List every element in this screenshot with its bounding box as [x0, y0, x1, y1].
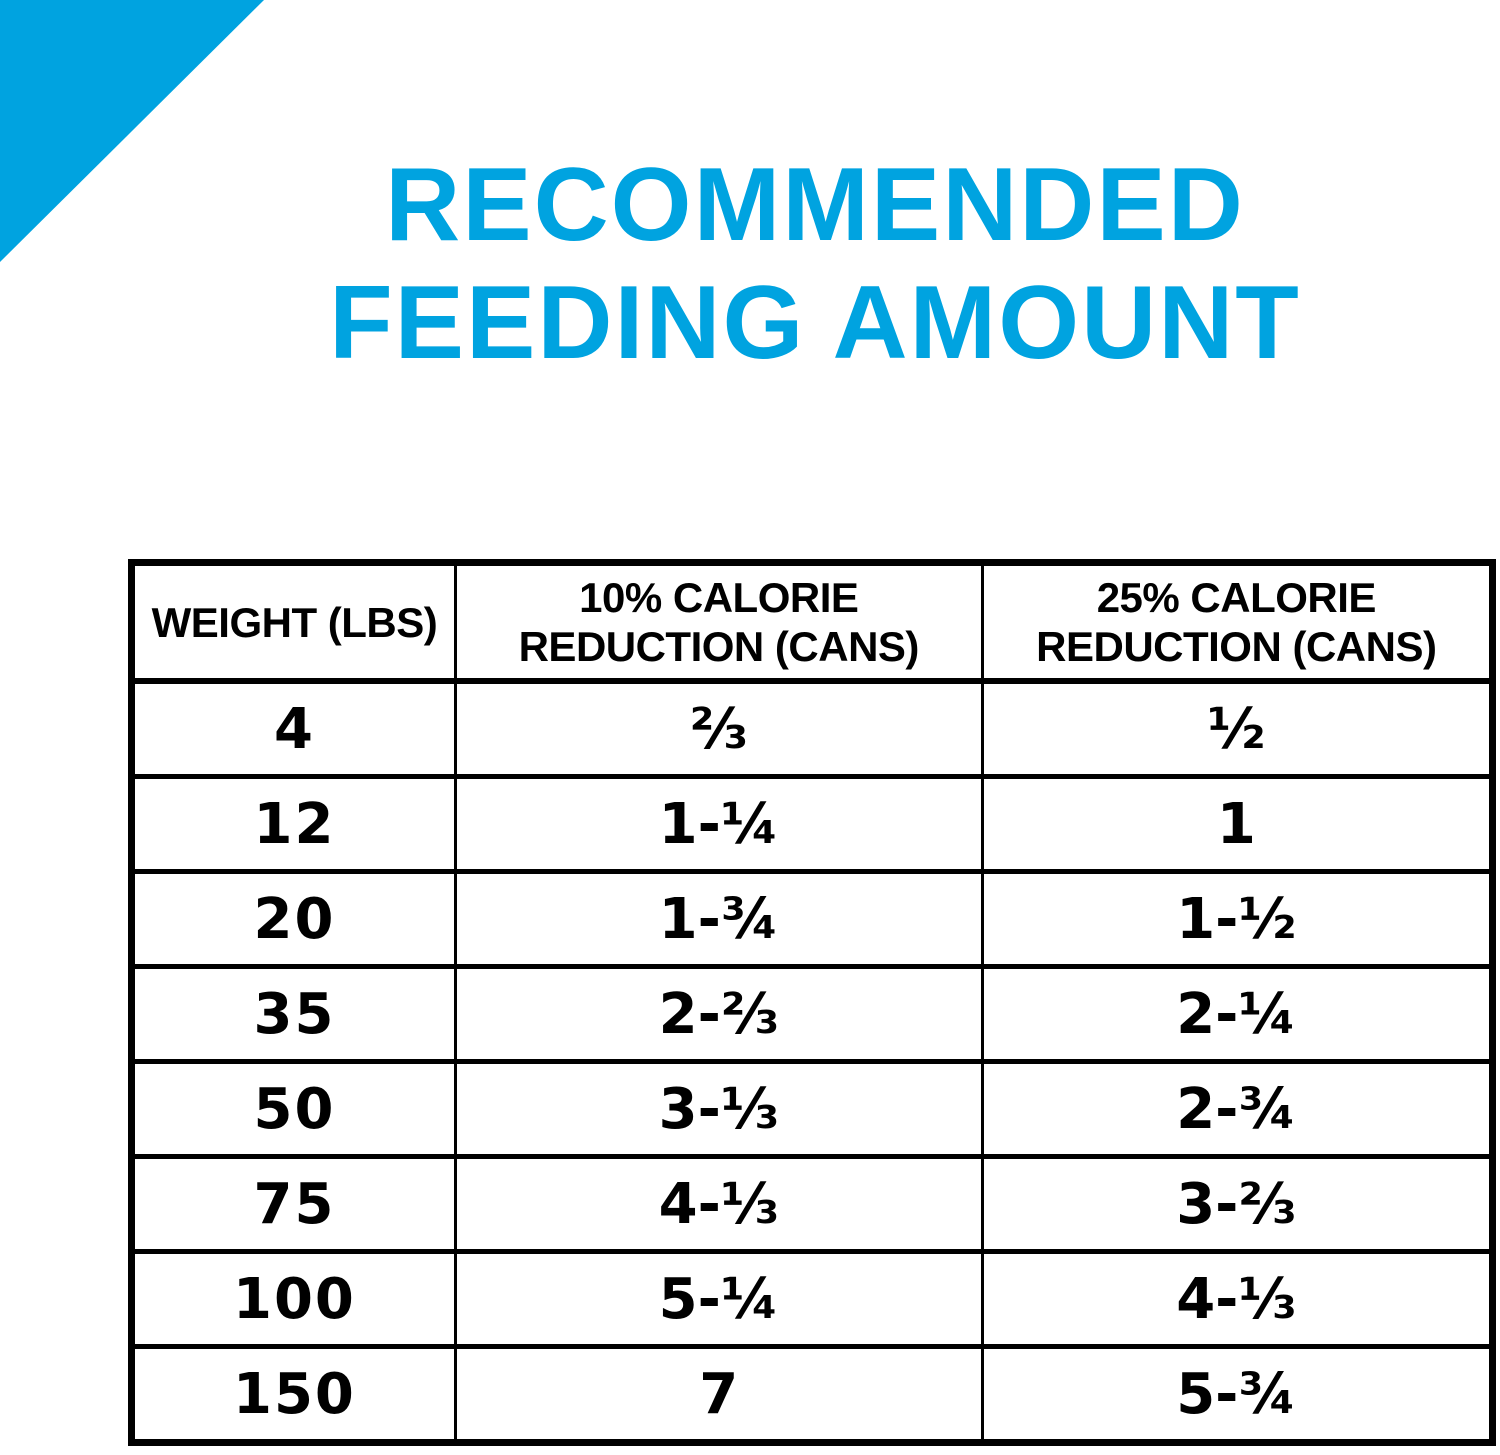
cans-25pct-cell: 1: [980, 774, 1495, 872]
weight-cell: 12: [130, 774, 457, 872]
cans-25pct-cell: ½: [980, 681, 1495, 777]
table-row: 12 1-¼ 1: [130, 774, 1495, 872]
cans-25pct-cell: 3-⅔: [980, 1154, 1495, 1252]
page-title-line-1: RECOMMENDED: [385, 147, 1245, 263]
table-row: 35 2-⅔ 2-¼: [130, 964, 1495, 1062]
header-10pct-line-2: REDUCTION (CANS): [518, 623, 920, 670]
weight-cell: 4: [130, 681, 457, 777]
page-title: RECOMMENDED FEEDING AMOUNT: [130, 146, 1500, 382]
table-row: 150 7 5-¾: [130, 1344, 1495, 1443]
cans-10pct-cell: ⅔: [453, 681, 984, 777]
weight-cell: 75: [130, 1154, 457, 1252]
weight-cell: 150: [130, 1344, 457, 1443]
weight-cell: 20: [130, 869, 457, 967]
cans-10pct-cell: 2-⅔: [453, 964, 984, 1062]
cans-25pct-cell: 4-⅓: [980, 1249, 1495, 1347]
weight-cell: 100: [130, 1249, 457, 1347]
table-row: 4 ⅔ ½: [130, 681, 1495, 777]
cans-10pct-cell: 4-⅓: [453, 1154, 984, 1252]
header-10pct-calorie-reduction: 10% CALORIE REDUCTION (CANS): [453, 562, 984, 684]
cans-10pct-cell: 7: [453, 1344, 984, 1443]
weight-cell: 50: [130, 1059, 457, 1157]
header-row: WEIGHT (LBS) 10% CALORIE REDUCTION (CANS…: [130, 562, 1495, 684]
table-row: 50 3-⅓ 2-¾: [130, 1059, 1495, 1157]
cans-10pct-cell: 1-¼: [453, 774, 984, 872]
header-weight: WEIGHT (LBS): [130, 562, 457, 684]
table-row: 100 5-¼ 4-⅓: [130, 1249, 1495, 1347]
header-25pct-line-2: REDUCTION (CANS): [1036, 623, 1437, 670]
cans-25pct-cell: 5-¾: [980, 1344, 1495, 1443]
feeding-table: WEIGHT (LBS) 10% CALORIE REDUCTION (CANS…: [128, 559, 1496, 1446]
header-25pct-calorie-reduction: 25% CALORIE REDUCTION (CANS): [980, 562, 1495, 684]
table-row: 75 4-⅓ 3-⅔: [130, 1154, 1495, 1252]
cans-10pct-cell: 1-¾: [453, 869, 984, 967]
cans-25pct-cell: 2-¾: [980, 1059, 1495, 1157]
cans-10pct-cell: 5-¼: [453, 1249, 984, 1347]
feeding-table-container: WEIGHT (LBS) 10% CALORIE REDUCTION (CANS…: [128, 559, 1496, 1446]
header-10pct-line-1: 10% CALORIE: [579, 574, 859, 621]
cans-10pct-cell: 3-⅓: [453, 1059, 984, 1157]
corner-triangle-decoration: [0, 0, 264, 262]
header-weight-label: WEIGHT (LBS): [151, 598, 438, 646]
page-title-line-2: FEEDING AMOUNT: [329, 265, 1301, 381]
weight-cell: 35: [130, 964, 457, 1062]
cans-25pct-cell: 1-½: [980, 869, 1495, 967]
table-row: 20 1-¾ 1-½: [130, 869, 1495, 967]
header-25pct-line-1: 25% CALORIE: [1096, 574, 1377, 621]
cans-25pct-cell: 2-¼: [980, 964, 1495, 1062]
